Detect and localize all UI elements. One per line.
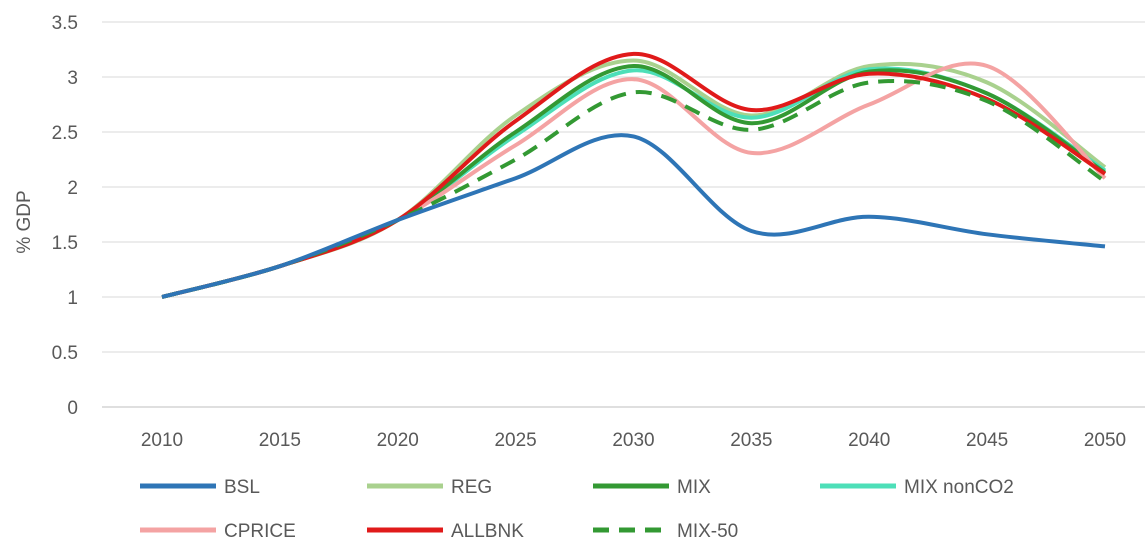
- series-line-reg: [161, 58, 1107, 299]
- y-tick-label: 0.5: [52, 343, 78, 364]
- series-line-mix-50: [161, 79, 1107, 299]
- series-line-mix-nonco2: [161, 66, 1107, 299]
- legend-item-bsl: BSL: [140, 477, 260, 498]
- legend-label: MIX: [677, 477, 711, 498]
- legend-item-cprice: CPRICE: [140, 521, 296, 542]
- series-line-allbnk: [161, 51, 1107, 299]
- legend-item-mix: MIX: [593, 477, 711, 498]
- y-tick-label: 3: [67, 68, 78, 89]
- y-tick-label: 3.5: [52, 13, 78, 34]
- y-axis-label: % GDP: [14, 190, 35, 253]
- legend-label: CPRICE: [224, 521, 296, 542]
- x-tick-label: 2020: [377, 430, 419, 451]
- y-tick-label: 1.5: [52, 233, 78, 254]
- series-line-bsl: [161, 133, 1106, 299]
- x-tick-label: 2010: [141, 430, 183, 451]
- legend-item-mix-nonco2: MIX nonCO2: [820, 477, 1014, 498]
- series-line-mix: [161, 63, 1107, 299]
- y-tick-label: 2.5: [52, 123, 78, 144]
- legend-item-reg: REG: [367, 477, 492, 498]
- x-tick-label: 2025: [494, 430, 536, 451]
- y-tick-label: 2: [67, 178, 78, 199]
- legend-label: ALLBNK: [451, 521, 524, 542]
- y-tick-label: 1: [67, 288, 78, 309]
- legend-label: MIX-50: [677, 521, 738, 542]
- x-tick-label: 2045: [966, 430, 1008, 451]
- legend-label: BSL: [224, 477, 260, 498]
- x-tick-label: 2050: [1084, 430, 1126, 451]
- x-tick-label: 2030: [612, 430, 654, 451]
- legend-label: REG: [451, 477, 492, 498]
- axes: 0 0.5 1 1.5 2 2.5 3 3.5 2010 2015 2020 2025 2030 2035…: [52, 13, 1127, 451]
- y-tick-label: 0: [67, 398, 78, 419]
- series-lines: [161, 51, 1107, 299]
- grid-lines: [102, 21, 1145, 408]
- legend-label: MIX nonCO2: [904, 477, 1014, 498]
- x-tick-label: 2035: [730, 430, 772, 451]
- legend-item-mix-50: MIX-50: [593, 521, 738, 542]
- x-tick-label: 2040: [848, 430, 890, 451]
- legend: BSL REG MIX MIX nonCO2 CPRICE ALLBNK MIX-50: [140, 477, 1014, 542]
- x-tick-label: 2015: [259, 430, 301, 451]
- legend-item-allbnk: ALLBNK: [367, 521, 524, 542]
- series-line-cprice: [161, 61, 1107, 299]
